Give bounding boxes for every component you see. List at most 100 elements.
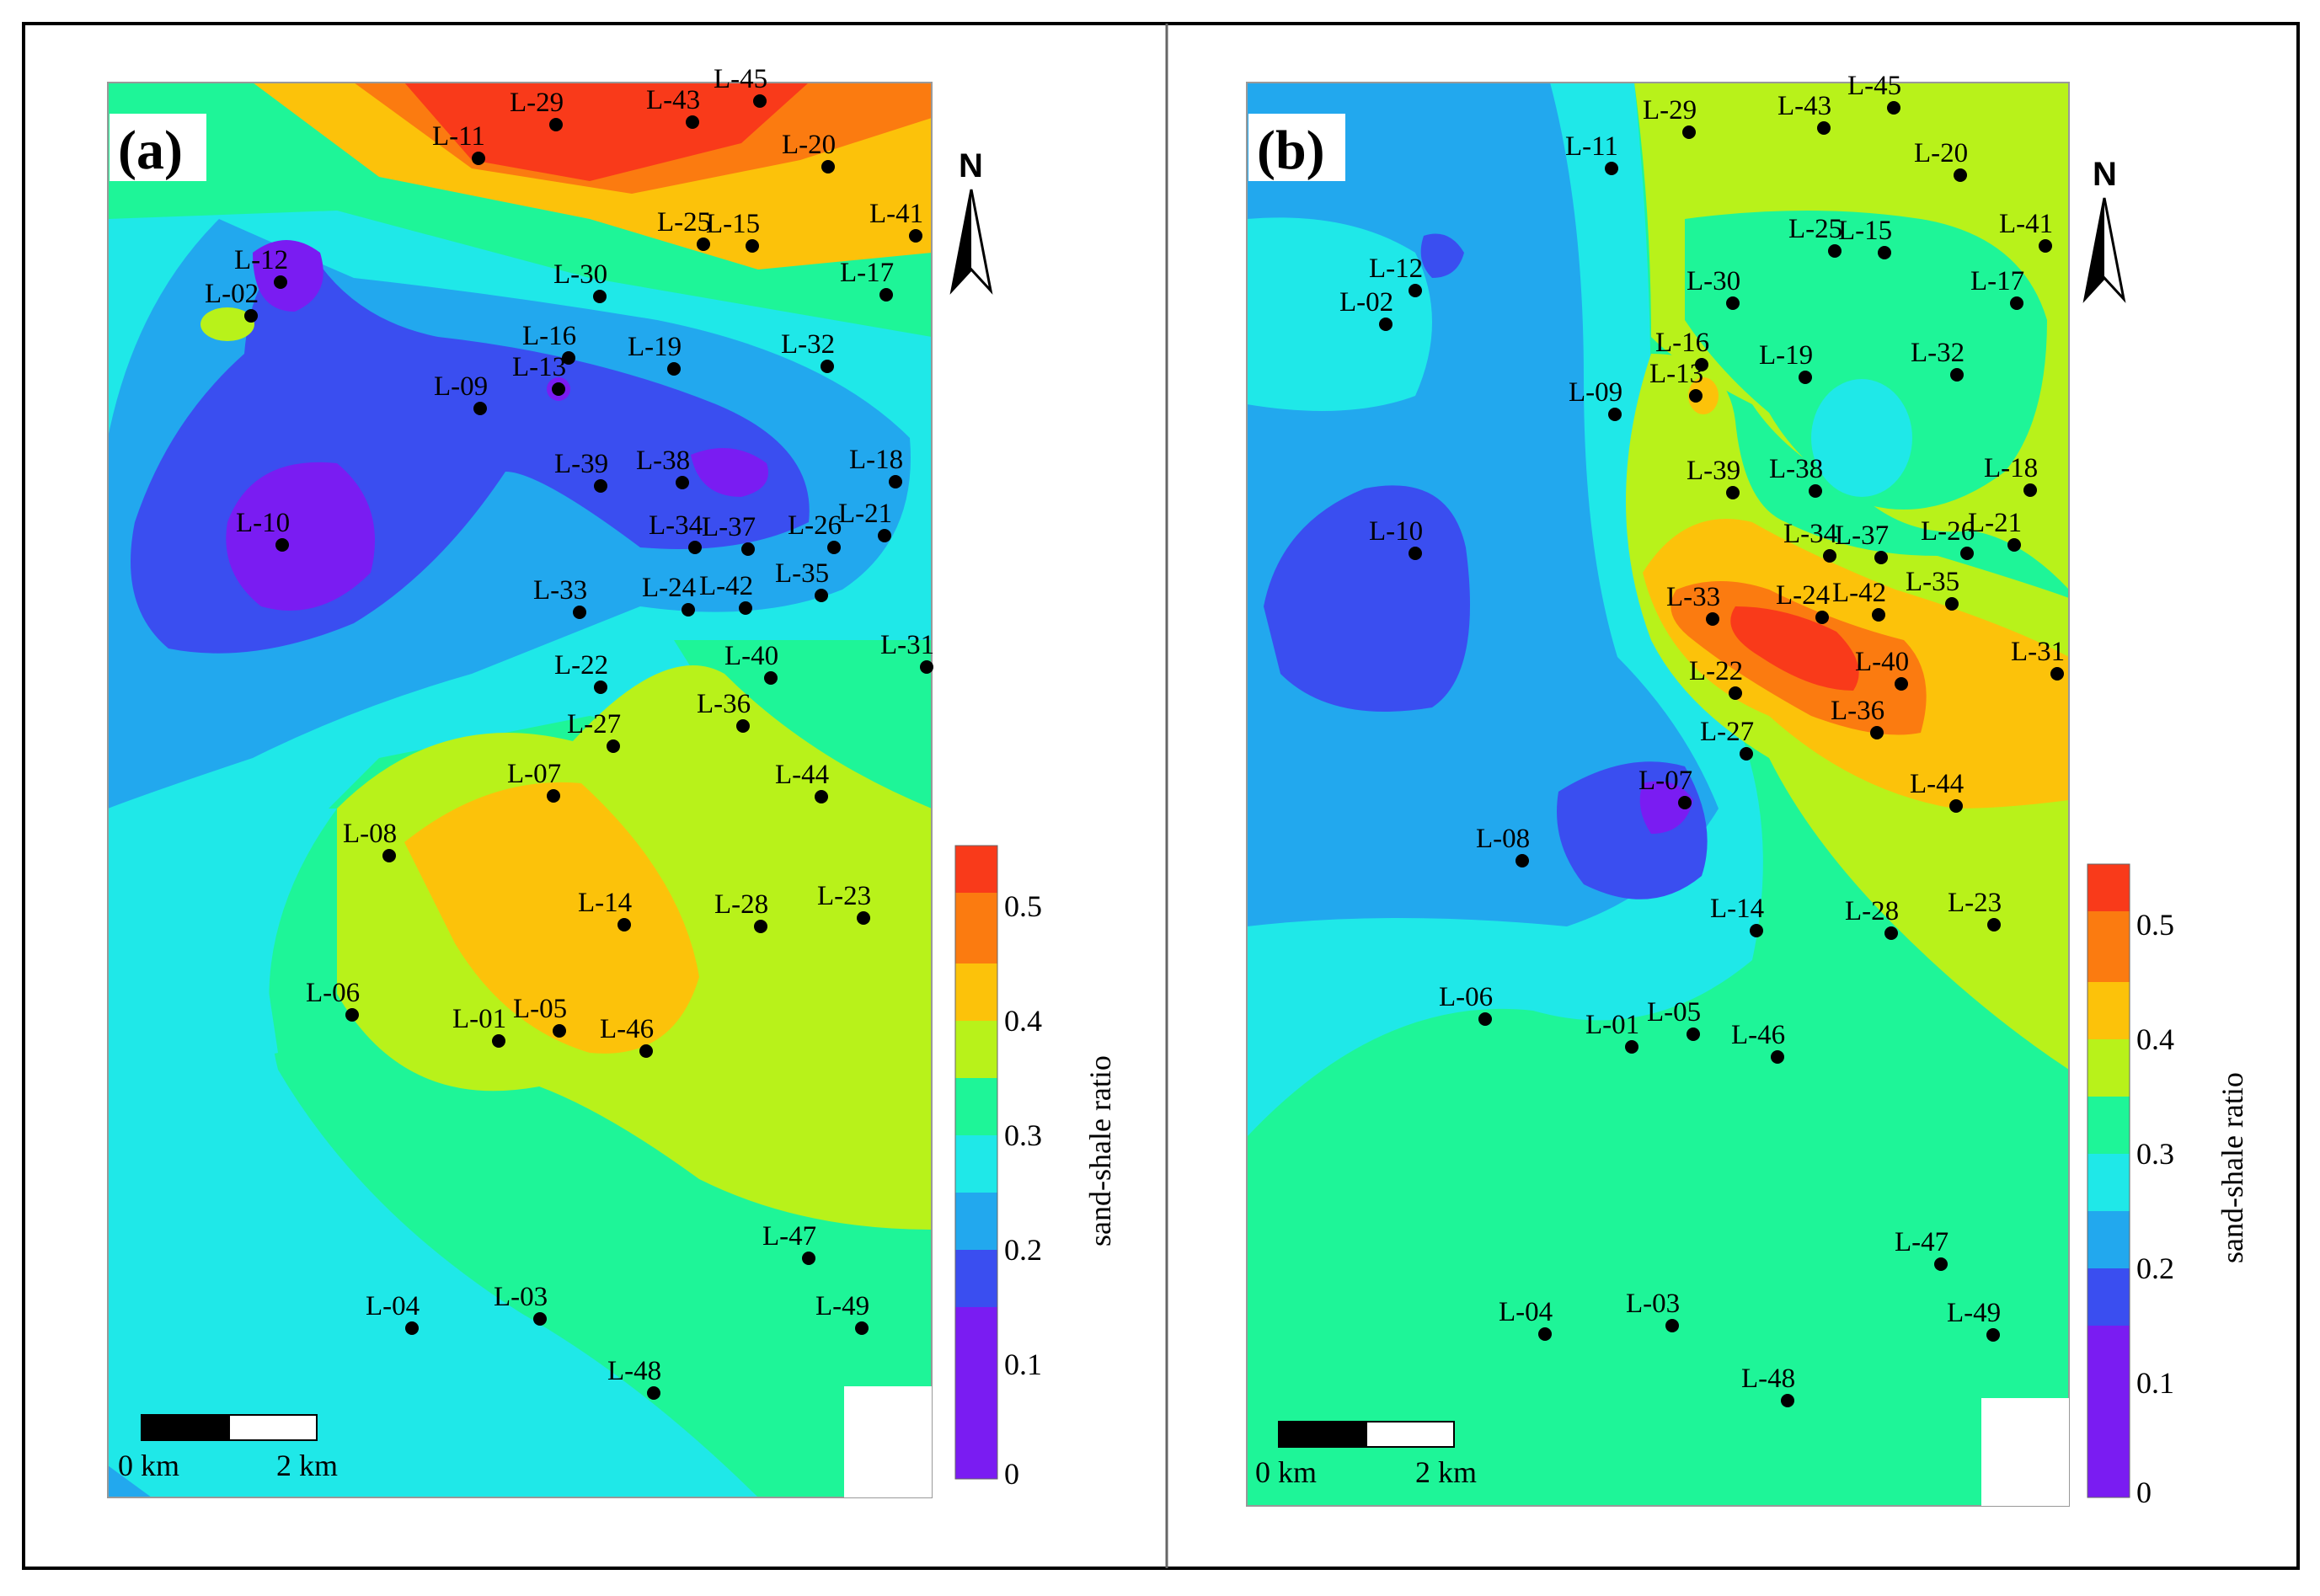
well-label: L-38 xyxy=(636,446,690,476)
well-label: L-14 xyxy=(578,888,632,918)
well-label: L-48 xyxy=(607,1356,661,1386)
well-marker xyxy=(1726,486,1740,499)
well-marker xyxy=(549,118,563,131)
well-marker xyxy=(1740,747,1753,761)
well-label: L-35 xyxy=(775,558,829,589)
well-marker xyxy=(1809,484,1822,498)
well-label: L-44 xyxy=(775,760,829,790)
well-marker xyxy=(857,911,870,925)
well-marker xyxy=(1515,854,1529,867)
well-label: L-39 xyxy=(554,449,608,479)
panel-a-tick-3: 0.2 xyxy=(1004,1233,1042,1267)
panel-b-tick-5: 0 xyxy=(2136,1476,2152,1509)
well-marker xyxy=(739,601,752,615)
well-marker xyxy=(639,1044,653,1058)
well-marker xyxy=(1872,608,1885,622)
well-marker xyxy=(2023,483,2037,497)
well-marker xyxy=(573,606,586,619)
well-marker xyxy=(1815,611,1829,624)
well-label: L-47 xyxy=(1895,1227,1948,1257)
well-label: L-31 xyxy=(880,630,934,660)
well-label: L-07 xyxy=(507,759,561,789)
well-label: L-29 xyxy=(510,88,564,118)
well-marker xyxy=(1781,1394,1794,1407)
well-label: L-04 xyxy=(366,1291,420,1321)
well-marker xyxy=(345,1008,359,1022)
well-label: L-26 xyxy=(788,510,842,541)
panel-b-scale-start: 0 km xyxy=(1255,1455,1317,1489)
well-marker xyxy=(1729,686,1742,700)
well-marker xyxy=(741,542,755,556)
well-marker xyxy=(594,479,607,493)
well-marker xyxy=(1682,125,1696,139)
well-label: L-46 xyxy=(600,1014,654,1044)
panel-b-tick-4: 0.1 xyxy=(2136,1366,2174,1400)
well-marker xyxy=(855,1321,869,1335)
well-label: L-14 xyxy=(1710,894,1764,924)
well-label: L-04 xyxy=(1499,1297,1553,1327)
well-marker xyxy=(562,351,575,365)
well-label: L-27 xyxy=(1700,717,1754,747)
well-label: L-27 xyxy=(567,709,621,739)
well-marker xyxy=(1665,1319,1679,1332)
well-label: L-20 xyxy=(1914,138,1968,168)
well-marker xyxy=(1409,547,1422,560)
well-marker xyxy=(878,529,891,542)
well-label: L-11 xyxy=(1565,131,1618,162)
well-marker xyxy=(382,849,396,862)
panel-a-colorbar-title: sand-shale ratio xyxy=(1083,1055,1117,1246)
well-label: L-30 xyxy=(1687,266,1740,296)
well-marker xyxy=(473,402,487,415)
well-marker xyxy=(697,238,710,251)
well-marker xyxy=(686,115,699,129)
well-marker xyxy=(920,660,933,674)
well-marker xyxy=(1986,1328,2000,1342)
well-marker xyxy=(405,1321,419,1335)
well-label: L-49 xyxy=(1947,1298,2001,1328)
well-marker xyxy=(676,476,689,489)
well-marker xyxy=(821,160,835,173)
well-marker xyxy=(802,1252,815,1265)
well-label: L-16 xyxy=(1655,328,1709,358)
well-label: L-33 xyxy=(1666,582,1720,612)
well-label: L-41 xyxy=(1999,209,2053,239)
well-marker xyxy=(472,152,485,165)
well-label: L-12 xyxy=(234,245,288,275)
well-label: L-31 xyxy=(2011,637,2065,667)
well-marker xyxy=(547,789,560,803)
well-marker xyxy=(274,275,287,289)
well-marker xyxy=(909,229,922,243)
panel-b-tick-3: 0.2 xyxy=(2136,1252,2174,1285)
well-label: L-06 xyxy=(306,978,360,1008)
well-marker xyxy=(1771,1050,1784,1064)
well-marker xyxy=(1987,918,2001,931)
well-label: L-40 xyxy=(1855,647,1909,677)
well-label: L-32 xyxy=(781,329,835,360)
panel-a-scale-bar: 0 km 2 km xyxy=(118,1414,338,1482)
well-label: L-48 xyxy=(1741,1364,1795,1394)
panel-b-colorbar-title: sand-shale ratio xyxy=(2216,1072,2249,1263)
panel-a-scale-start: 0 km xyxy=(118,1449,179,1482)
well-marker xyxy=(1538,1327,1552,1341)
well-label: L-05 xyxy=(513,994,567,1024)
panel-a-scale-end: 2 km xyxy=(276,1449,338,1482)
well-label: L-17 xyxy=(1970,266,2024,296)
well-label: L-35 xyxy=(1906,567,1959,597)
well-marker xyxy=(1706,612,1719,626)
well-marker xyxy=(688,541,702,554)
well-marker xyxy=(1934,1257,1948,1271)
well-marker xyxy=(2010,296,2023,310)
well-marker xyxy=(682,603,695,617)
panel-b-colorbar: 0.5 0.4 0.3 0.2 0.1 0 sand-shale ratio xyxy=(2087,863,2249,1509)
well-label: L-32 xyxy=(1911,338,1965,368)
well-label: L-05 xyxy=(1647,997,1701,1028)
well-label: L-18 xyxy=(849,445,903,475)
well-label: L-34 xyxy=(649,510,703,541)
well-label: L-28 xyxy=(1845,896,1899,926)
well-marker xyxy=(594,681,607,694)
well-label: L-02 xyxy=(205,279,259,309)
well-label: L-29 xyxy=(1643,95,1697,125)
well-label: L-19 xyxy=(628,332,682,362)
well-label: L-02 xyxy=(1339,287,1393,318)
well-marker xyxy=(1409,284,1422,297)
